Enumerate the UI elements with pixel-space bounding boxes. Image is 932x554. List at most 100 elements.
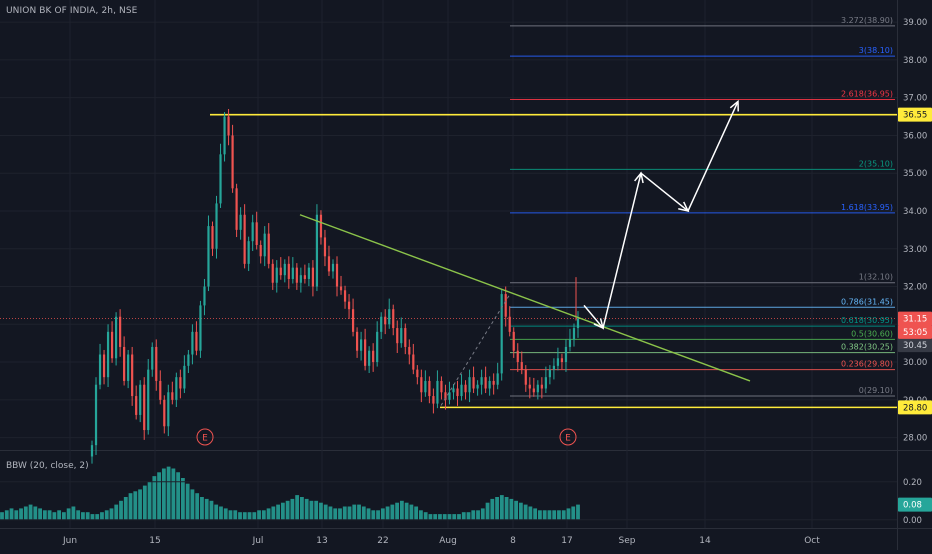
bbw-bars-group bbox=[0, 466, 580, 520]
bbw-tick-label: 0.00 bbox=[903, 516, 922, 526]
x-tick-label: 13 bbox=[316, 536, 327, 546]
candle-body bbox=[472, 377, 475, 389]
candle-body bbox=[203, 286, 206, 306]
candle-body bbox=[364, 339, 367, 366]
candle-body bbox=[368, 350, 371, 366]
candle-body bbox=[179, 377, 182, 389]
y-tick-label: 35.00 bbox=[903, 169, 927, 179]
last-price-badge-bg bbox=[898, 311, 932, 326]
candle-body bbox=[516, 350, 519, 363]
candle-body bbox=[315, 214, 319, 287]
candle-body bbox=[295, 267, 298, 283]
candle-body bbox=[110, 331, 114, 359]
candle-body bbox=[347, 301, 351, 310]
candle-body bbox=[492, 380, 495, 385]
candle-body bbox=[263, 233, 266, 257]
y-tick-label: 32.00 bbox=[903, 283, 927, 293]
resistance-badge-bg bbox=[898, 107, 932, 122]
candle-body bbox=[303, 275, 306, 279]
candle-body bbox=[376, 331, 379, 363]
candle-body bbox=[207, 226, 210, 287]
candle-body bbox=[540, 384, 543, 389]
y-tick-label: 36.00 bbox=[903, 131, 927, 141]
candle-body bbox=[231, 135, 234, 189]
y-tick-label: 33.00 bbox=[903, 245, 927, 255]
candle-body bbox=[106, 331, 110, 378]
candle-body bbox=[151, 346, 154, 370]
x-tick-label: Jul bbox=[252, 536, 264, 546]
candle-body bbox=[271, 263, 274, 283]
x-tick-label: 22 bbox=[377, 536, 388, 546]
candle-body bbox=[135, 396, 138, 415]
candle-body bbox=[211, 226, 214, 249]
y-tick-label: 30.00 bbox=[903, 358, 927, 368]
candle-body bbox=[488, 380, 491, 389]
candle-body bbox=[307, 267, 310, 279]
candle-body bbox=[384, 316, 387, 325]
fib-level-label: 1.618(33.95) bbox=[841, 203, 893, 212]
candle-body bbox=[319, 214, 323, 238]
bbw-last-badge: 0.08 bbox=[903, 501, 922, 511]
fib-level-label: 0.5(30.60) bbox=[851, 329, 893, 338]
earnings-marker bbox=[559, 428, 577, 446]
candle-body bbox=[576, 318, 580, 329]
candle-body bbox=[287, 263, 290, 279]
candle-body bbox=[544, 377, 547, 389]
candle-body bbox=[239, 214, 242, 230]
candle-body bbox=[102, 354, 106, 378]
candle-body bbox=[247, 241, 250, 264]
candle-body bbox=[520, 362, 523, 370]
candle-body bbox=[496, 373, 499, 385]
y-tick-label: 38.00 bbox=[903, 56, 927, 66]
candle-body bbox=[275, 267, 278, 283]
candle-body bbox=[331, 263, 335, 272]
candle-body bbox=[360, 339, 363, 351]
candle-body bbox=[512, 331, 515, 351]
candle-body bbox=[215, 203, 218, 249]
candle-body bbox=[219, 154, 222, 204]
last-price-badge: 31.15 bbox=[903, 315, 927, 325]
candle-body bbox=[484, 377, 487, 389]
candle-body bbox=[195, 331, 198, 351]
candle-body bbox=[428, 380, 431, 397]
candle-body bbox=[90, 445, 94, 457]
candle-body bbox=[480, 377, 483, 385]
countdown-badge: 53:05 bbox=[903, 328, 928, 338]
candle-body bbox=[143, 384, 146, 431]
y-tick-label: 39.00 bbox=[903, 18, 927, 28]
candle-body bbox=[94, 384, 98, 446]
projection-arrowhead bbox=[678, 201, 690, 213]
candle-body bbox=[167, 392, 170, 427]
candle-body bbox=[335, 263, 339, 287]
candle-body bbox=[396, 328, 399, 344]
candle-body bbox=[139, 384, 142, 415]
fib-level-label: 2(35.10) bbox=[859, 159, 893, 168]
candle-body bbox=[223, 116, 226, 155]
x-tick-label: Oct bbox=[804, 536, 820, 546]
resistance-badge: 36.55 bbox=[903, 111, 927, 121]
x-tick-label: Jun bbox=[62, 536, 77, 546]
symbol-title: UNION BK OF INDIA, 2h, NSE bbox=[6, 6, 138, 16]
projection-arrowhead bbox=[593, 318, 605, 330]
candle-body bbox=[440, 380, 443, 393]
candles-group bbox=[90, 109, 580, 464]
candle-body bbox=[548, 369, 551, 378]
level-badge-bg bbox=[898, 338, 932, 353]
trend-line bbox=[299, 214, 751, 382]
candle-body bbox=[127, 354, 130, 381]
fib-anchor-line bbox=[440, 293, 511, 406]
fib-level-label: 0.786(31.45) bbox=[841, 297, 893, 306]
support-badge: 28.80 bbox=[903, 403, 927, 413]
price-axis-panel bbox=[897, 0, 932, 550]
fib-level-label: 1(32.10) bbox=[859, 273, 893, 282]
y-tick-label: 28.00 bbox=[903, 434, 927, 444]
x-tick-label: Sep bbox=[619, 536, 636, 546]
candle-body bbox=[339, 286, 343, 291]
candle-body bbox=[147, 369, 150, 431]
candle-body bbox=[235, 188, 238, 230]
fib-level-label: 0.382(30.25) bbox=[841, 343, 893, 352]
candle-body bbox=[131, 354, 134, 397]
candle-body bbox=[556, 358, 560, 366]
